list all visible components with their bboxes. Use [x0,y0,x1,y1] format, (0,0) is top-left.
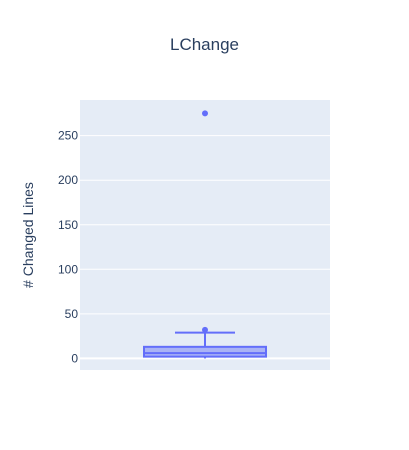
y-tick-label-100: 100 [58,262,78,276]
y-tick-label-150: 150 [58,218,78,232]
gridlines [80,135,330,360]
y-axis-label: # Changed Lines [20,182,36,288]
box-iqr[interactable] [143,345,267,358]
y-tick-label-50: 50 [65,307,79,321]
plot-area [80,100,330,370]
y-tick-label-0: 0 [71,351,78,365]
outlier-point-0[interactable] [202,326,208,333]
chart-title: LChange [170,35,239,54]
y-tick-label-200: 200 [58,173,78,187]
y-tick-labels: 0 50 100 150 200 250 [58,129,78,366]
outlier-point-1[interactable] [202,110,208,117]
y-tick-label-250: 250 [58,129,78,143]
box-plot-series [143,110,267,359]
